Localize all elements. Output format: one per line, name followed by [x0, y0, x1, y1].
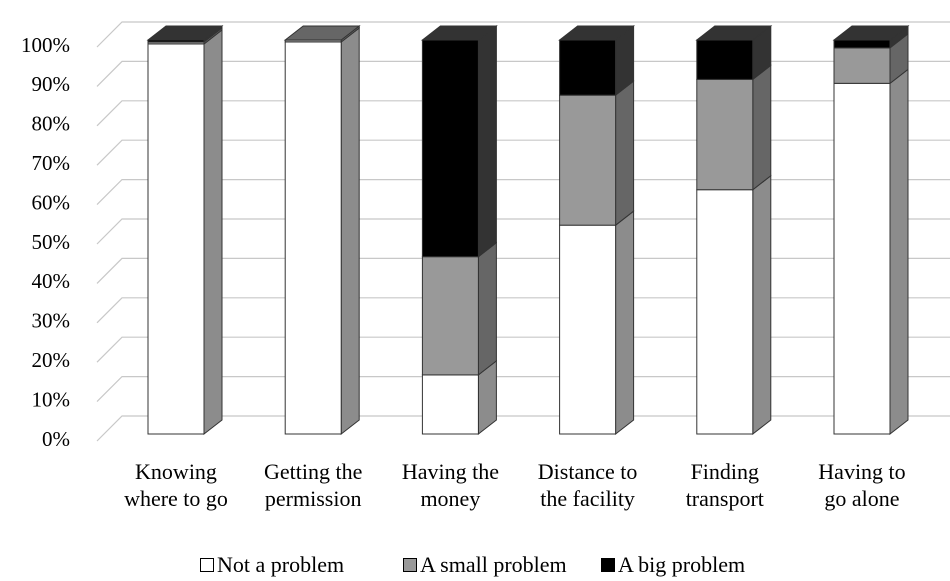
bar — [421, 39, 479, 258]
bar-top — [695, 25, 773, 41]
bar — [833, 39, 891, 49]
bar — [833, 47, 891, 84]
grid-line — [96, 60, 950, 87]
y-tick-label: 90% — [32, 72, 71, 96]
legend-label: A big problem — [618, 552, 746, 577]
legend-item: Not a problem — [200, 552, 344, 578]
x-tick-label: Having to go alone — [818, 459, 906, 511]
x-tick-label: Knowing where to go — [124, 459, 228, 511]
bar-side — [752, 174, 772, 436]
bar-side — [752, 64, 772, 191]
y-tick-label: 30% — [32, 309, 71, 333]
bar-side — [477, 24, 497, 258]
y-tick-label: 20% — [32, 348, 71, 372]
bar-top — [146, 25, 224, 41]
bar-side — [203, 28, 223, 436]
grid-line — [96, 297, 950, 324]
bar — [696, 78, 754, 191]
grid-line — [96, 376, 950, 403]
x-tick-label: Finding transport — [685, 459, 764, 511]
grid-line — [96, 100, 950, 127]
legend-swatch — [403, 558, 417, 572]
bar-top — [420, 25, 498, 41]
legend-label: A small problem — [420, 552, 567, 577]
bar-top — [832, 25, 910, 41]
legend-label: Not a problem — [217, 552, 345, 577]
grid-line — [96, 257, 950, 284]
bar — [559, 94, 617, 226]
x-tick-label: Having the money — [401, 459, 499, 511]
bar — [147, 43, 205, 435]
legend-swatch — [200, 558, 214, 572]
bar-side — [615, 210, 635, 436]
grid-line — [96, 336, 950, 363]
legend-item: A big problem — [601, 552, 745, 578]
grid-line — [96, 21, 950, 48]
y-tick-label: 0% — [42, 427, 70, 451]
grid-line — [96, 218, 950, 245]
y-tick-label: 70% — [32, 151, 71, 175]
bar — [421, 374, 479, 435]
y-tick-label: 50% — [32, 230, 71, 254]
y-tick-label: 10% — [32, 387, 71, 411]
bar — [284, 41, 342, 435]
bar — [421, 256, 479, 376]
x-tick-label: Distance to the facility — [537, 459, 638, 511]
legend-swatch — [601, 558, 615, 572]
bar — [696, 39, 754, 80]
y-tick-label: 40% — [32, 269, 71, 293]
bar-top — [283, 25, 361, 41]
grid-line — [96, 139, 950, 166]
bar — [833, 82, 891, 435]
bar — [559, 39, 617, 96]
y-tick-label: 80% — [32, 112, 71, 136]
grid-line — [96, 415, 950, 442]
bar — [559, 224, 617, 435]
x-tick-label: Getting the permission — [264, 459, 363, 511]
y-tick-label: 100% — [21, 33, 70, 57]
legend-item: A small problem — [403, 552, 567, 578]
grid-line — [96, 179, 950, 206]
bar-side — [477, 241, 497, 376]
y-tick-label: 60% — [32, 190, 71, 214]
bar-side — [615, 80, 635, 227]
bar-side — [889, 68, 909, 436]
bar-top — [558, 25, 636, 41]
bar — [696, 189, 754, 435]
bar-side — [340, 26, 360, 436]
